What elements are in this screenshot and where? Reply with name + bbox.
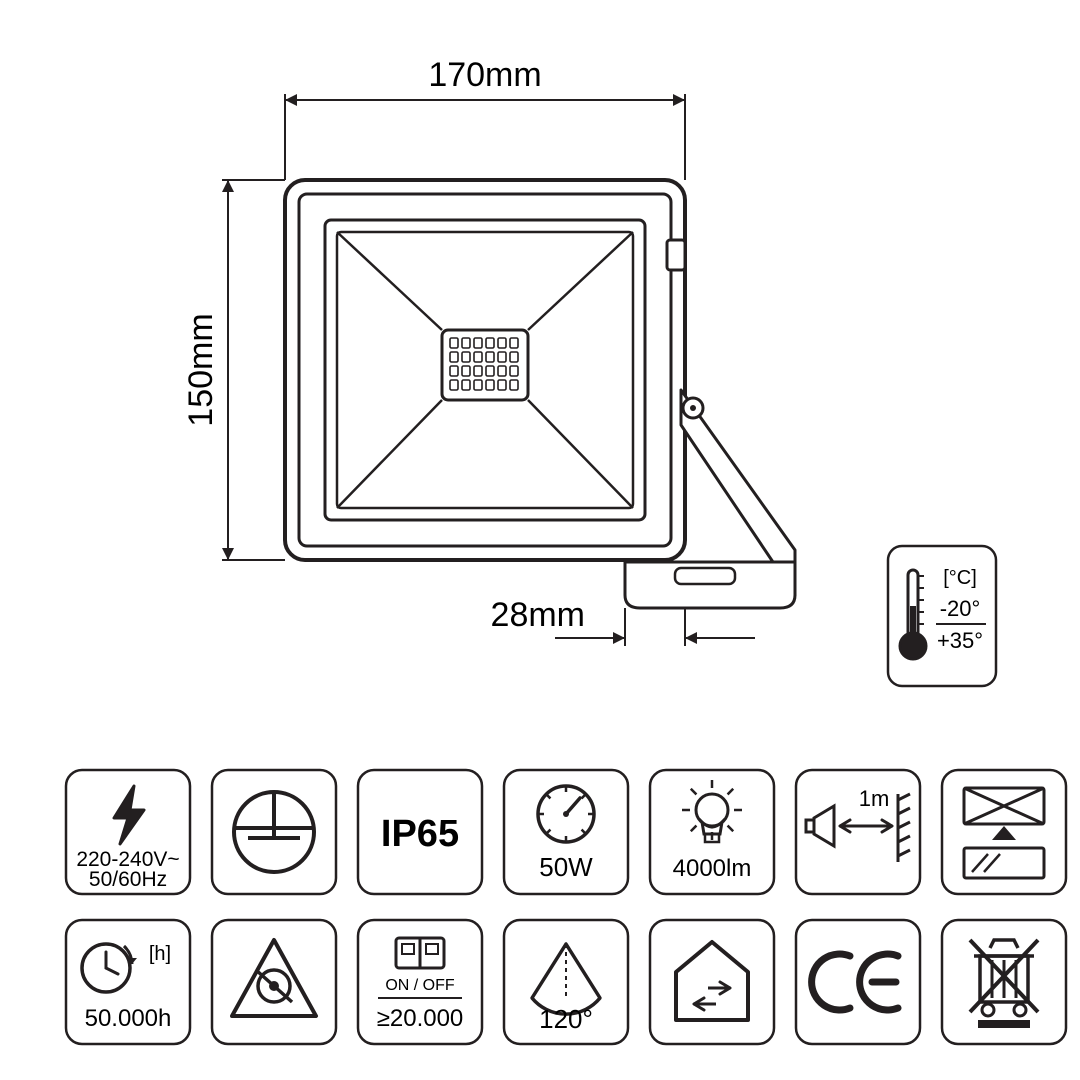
tile-warn (212, 920, 336, 1044)
label: 50W (539, 852, 593, 882)
label: ≥20.000 (377, 1005, 464, 1032)
spec-sheet: 170mm 150mm 28mm [°C] -20° +35° 220-240V~50/60… (0, 0, 1080, 1080)
label: 50/60Hz (89, 868, 167, 891)
floodlight-drawing: 170mm 150mm 28mm (182, 56, 795, 646)
label: 4000lm (673, 855, 752, 882)
dim-depth: 28mm (491, 596, 585, 634)
tile-ip: IP65 (358, 770, 482, 894)
tile-angle: 120° (504, 920, 628, 1044)
label: 50.000h (85, 1005, 172, 1032)
label: 1m (859, 786, 890, 811)
tile-distance: 1m (796, 770, 920, 894)
tile-lumens: 4000lm (650, 770, 774, 894)
label: [h] (149, 943, 171, 965)
label: ON / OFF (385, 977, 455, 994)
label: -20° (940, 596, 981, 621)
tile-indoor (650, 920, 774, 1044)
label: +35° (937, 628, 983, 653)
tile-power: 50W (504, 770, 628, 894)
dim-height: 150mm (182, 313, 220, 426)
tile-ground (212, 770, 336, 894)
label: [°C] (943, 567, 977, 589)
dim-width: 170mm (428, 56, 541, 94)
tile-weee (942, 920, 1066, 1044)
tile-life: [h] 50.000h (66, 920, 190, 1044)
label: IP65 (381, 813, 459, 855)
tile-voltage: 220-240V~50/60Hz (66, 770, 190, 894)
bracket (625, 390, 795, 608)
tile-switch: ON / OFF ≥20.000 (358, 920, 482, 1044)
tile-glass (942, 770, 1066, 894)
tile-ce (796, 920, 920, 1044)
label: 120° (539, 1004, 593, 1034)
tile-temperature: [°C] -20° +35° (888, 546, 996, 686)
